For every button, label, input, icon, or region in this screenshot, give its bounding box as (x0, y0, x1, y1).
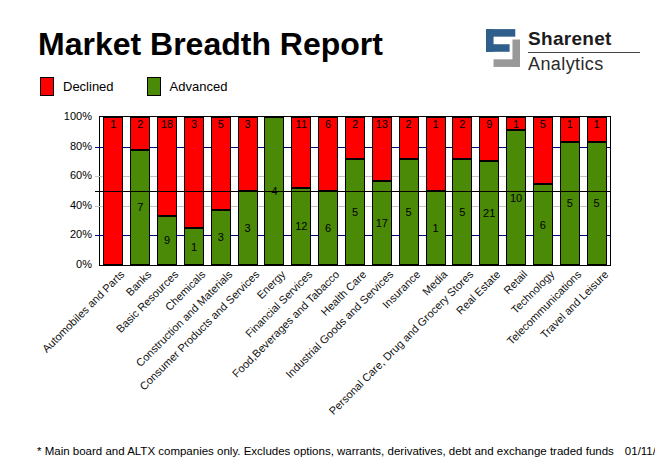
declined-count: 18 (157, 119, 177, 130)
legend-label-declined: Declined (63, 79, 114, 94)
y-axis-tick-label: 100% (50, 110, 92, 122)
declined-count: 5 (533, 119, 553, 130)
plot-area: 1271893153334111266251317251125921110561… (99, 116, 611, 266)
declined-count: 9 (479, 119, 499, 130)
footnote-row: * Main board and ALTX companies only. Ex… (37, 445, 655, 457)
advanced-count: 12 (291, 221, 311, 232)
y-axis-tick-label: 20% (50, 228, 92, 240)
chart-legend: Declined Advanced (40, 77, 260, 96)
sharenet-logo-icon (486, 28, 520, 68)
declined-count: 3 (184, 119, 204, 130)
declined-count: 1 (426, 119, 446, 130)
advanced-count: 3 (238, 223, 258, 234)
declined-count: 5 (211, 119, 231, 130)
y-axis-tick-label: 40% (50, 199, 92, 211)
declined-count: 2 (399, 119, 419, 130)
declined-count: 1 (506, 119, 526, 130)
declined-count: 1 (103, 119, 123, 130)
advanced-count: 9 (157, 235, 177, 246)
market-breadth-report-page: Market Breadth Report Sharenet Analytics… (0, 0, 655, 470)
y-axis-tick-label: 80% (50, 140, 92, 152)
declined-segment (211, 117, 231, 210)
advanced-count: 5 (587, 198, 607, 209)
legend-item-advanced: Advanced (147, 77, 228, 96)
x-axis-label-banks: Banks (0, 268, 154, 439)
advanced-count: 5 (452, 207, 472, 218)
declined-count: 1 (560, 119, 580, 130)
advanced-count: 5 (560, 198, 580, 209)
advanced-count: 5 (399, 207, 419, 218)
y-axis-tick-label: 60% (50, 169, 92, 181)
legend-item-declined: Declined (40, 77, 114, 96)
advanced-swatch-icon (147, 77, 161, 96)
advanced-count: 5 (345, 207, 365, 218)
declined-count: 11 (291, 119, 311, 130)
y-axis-tick-label: 0% (50, 258, 92, 270)
advanced-count: 6 (318, 223, 338, 234)
declined-count: 3 (238, 119, 258, 130)
sharenet-logo-text: Sharenet Analytics (528, 28, 640, 75)
declined-count: 6 (318, 119, 338, 130)
declined-count: 1 (587, 119, 607, 130)
brand-name: Sharenet (528, 28, 640, 52)
declined-segment (184, 117, 204, 228)
report-date: 01/11/2023 (625, 445, 655, 457)
advanced-count: 21 (479, 208, 499, 219)
advanced-count: 6 (533, 219, 553, 230)
advanced-count: 1 (426, 223, 446, 234)
page-title: Market Breadth Report (38, 26, 383, 63)
advanced-count: 1 (184, 241, 204, 252)
advanced-count: 10 (506, 192, 526, 203)
brand-subtitle: Analytics (528, 53, 640, 75)
advanced-count: 7 (130, 202, 150, 213)
declined-swatch-icon (40, 77, 54, 96)
advanced-count: 3 (211, 232, 231, 243)
declined-count: 2 (452, 119, 472, 130)
sharenet-logo: Sharenet Analytics (486, 28, 640, 75)
declined-count: 2 (130, 119, 150, 130)
legend-label-advanced: Advanced (170, 79, 228, 94)
declined-segment (157, 117, 177, 216)
footnote-text: * Main board and ALTX companies only. Ex… (37, 445, 614, 457)
declined-count: 2 (345, 119, 365, 130)
advanced-count: 17 (372, 218, 392, 229)
fifty-percent-line (95, 191, 610, 192)
declined-count: 13 (372, 119, 392, 130)
